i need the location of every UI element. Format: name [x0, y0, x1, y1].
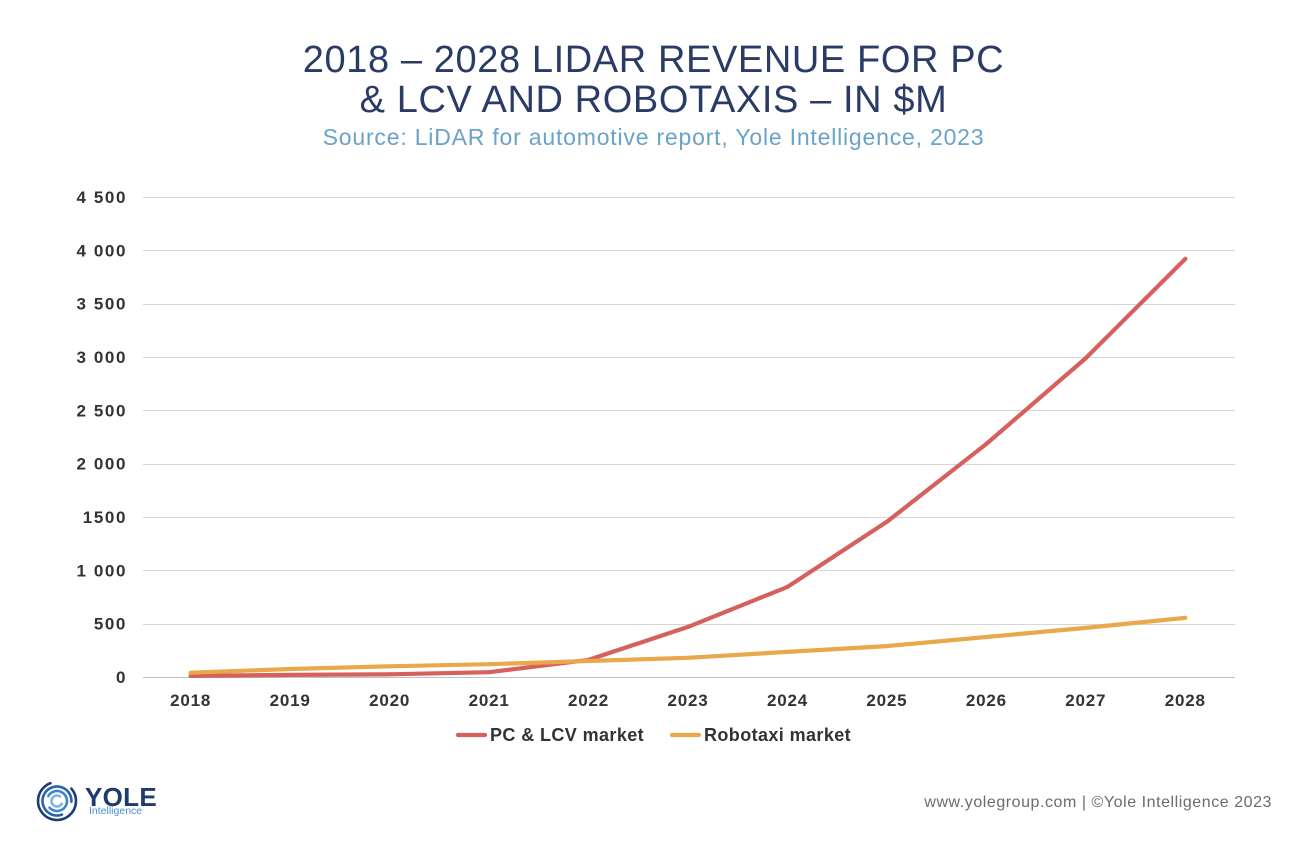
x-tick-label: 2022 — [568, 691, 609, 710]
logo-ring — [45, 789, 69, 813]
x-tick-label: 2019 — [270, 691, 311, 710]
legend-item: Robotaxi market — [669, 725, 851, 745]
y-tick-label: 2 500 — [76, 401, 127, 420]
data-point — [686, 655, 690, 660]
footer-credit: www.yolegroup.com | ©Yole Intelligence 2… — [924, 794, 1272, 811]
series-pc-lcv-market — [188, 256, 1188, 679]
y-tick-label: 1500 — [83, 508, 127, 527]
y-axis-tick-labels: 0 500 1 000 1500 2 000 2 500 3 000 3 500 4 000 4 … — [76, 188, 127, 687]
data-point — [984, 441, 989, 446]
x-tick-label: 2025 — [866, 691, 907, 710]
x-tick-label: 2020 — [369, 691, 410, 710]
data-point — [487, 662, 492, 667]
data-point — [785, 649, 790, 654]
y-tick-label: 1 000 — [76, 561, 127, 580]
y-tick-label: 2 000 — [76, 455, 127, 474]
gridlines — [143, 197, 1235, 678]
yole-logo-icon — [36, 780, 78, 822]
data-point — [1083, 356, 1088, 361]
legend-label: PC & LCV market — [490, 725, 644, 745]
y-tick-label: 4 000 — [76, 241, 127, 260]
data-point — [586, 659, 591, 663]
legend-item: PC & LCV market — [455, 725, 644, 745]
x-tick-label: 2018 — [170, 691, 211, 710]
y-tick-label: 3 000 — [76, 348, 127, 367]
logo-ring — [36, 780, 78, 822]
yole-logo-subtext: Intelligence — [89, 805, 143, 817]
data-point — [487, 670, 492, 675]
yole-logo-wordmark: YOLE — [85, 782, 157, 812]
chart-title-line-2: & LCV AND ROBOTAXIS – IN $M — [359, 79, 948, 121]
x-tick-label: 2024 — [767, 691, 808, 710]
x-tick-label: 2027 — [1065, 691, 1106, 710]
logo-ring — [41, 785, 73, 817]
data-point — [387, 672, 392, 677]
chart-title: 2018 – 2028 LIDAR REVENUE FOR PC & LCV A… — [0, 40, 1307, 120]
series-line-pc-lcv-market — [188, 256, 1188, 679]
data-point — [288, 667, 293, 671]
series-lines — [188, 256, 1188, 679]
data-point — [188, 670, 193, 675]
legend-label: Robotaxi market — [704, 725, 851, 745]
data-point — [686, 624, 690, 629]
x-axis-tick-labels: 2018 2019 2020 2021 2022 2023 2024 2025 2026 2027… — [170, 691, 1206, 710]
x-tick-label: 2023 — [667, 691, 708, 710]
series-robotaxi-market — [188, 615, 1188, 675]
x-tick-label: 2021 — [469, 691, 510, 710]
logo-ring — [50, 794, 64, 808]
y-tick-label: 3 500 — [76, 295, 127, 314]
data-point — [387, 664, 392, 669]
data-point — [1183, 256, 1188, 261]
legend: PC & LCV market Robotaxi market — [455, 725, 851, 745]
data-point — [288, 672, 293, 677]
x-tick-label: 2026 — [966, 691, 1007, 710]
data-point — [1183, 615, 1188, 620]
data-point — [1083, 625, 1088, 630]
y-tick-label: 4 500 — [76, 188, 127, 207]
chart-subtitle: Source: LiDAR for automotive report, Yol… — [322, 124, 985, 150]
x-tick-label: 2028 — [1165, 691, 1206, 710]
data-point — [785, 584, 790, 589]
y-tick-label: 0 — [116, 668, 127, 687]
data-point — [884, 644, 889, 649]
data-point — [188, 673, 193, 678]
data-point — [884, 519, 889, 524]
y-tick-label: 500 — [94, 615, 127, 634]
data-point — [984, 635, 989, 639]
chart-title-line-1: 2018 – 2028 LIDAR REVENUE FOR PC — [302, 39, 1005, 81]
